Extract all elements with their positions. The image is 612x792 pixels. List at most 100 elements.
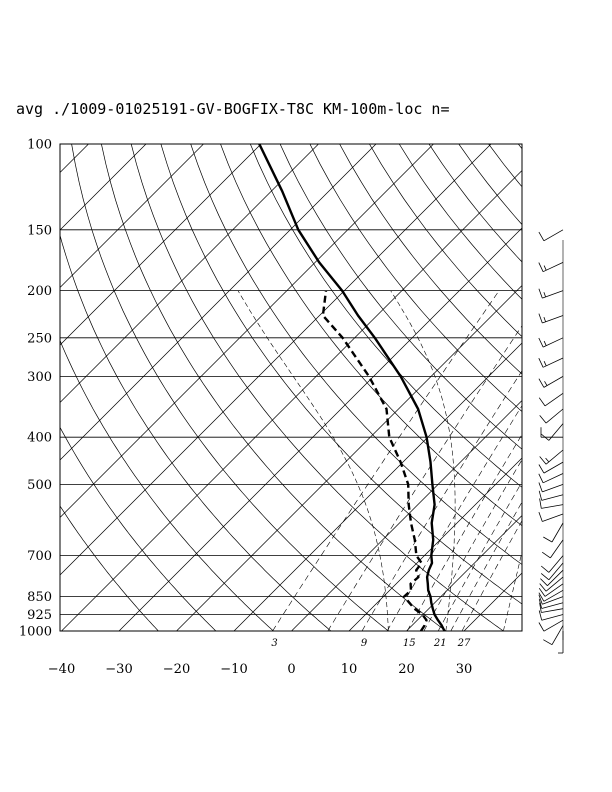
wind-barb-staff xyxy=(548,423,564,441)
wind-barb-full-flag xyxy=(538,231,545,241)
wind-barb-full-flag xyxy=(541,551,551,559)
isotherm-line xyxy=(406,515,522,631)
wind-barb-full-flag xyxy=(539,583,547,592)
wind-barb-staff xyxy=(541,608,564,613)
wind-barb-half-flag xyxy=(543,292,546,298)
wind-barb-staff xyxy=(542,357,564,368)
dry-adiabat-line xyxy=(160,144,522,605)
wind-barb xyxy=(539,602,564,613)
wind-barb xyxy=(539,408,564,424)
wind-barb xyxy=(540,569,564,586)
wind-barb xyxy=(538,589,564,602)
moist-adiabat-line xyxy=(561,291,612,631)
temperature-tick-label: 20 xyxy=(398,662,415,677)
wind-barb xyxy=(540,427,563,438)
plot-frame xyxy=(59,143,523,632)
dry-adiabat-line xyxy=(608,144,612,641)
wind-barb-staff xyxy=(541,504,564,509)
wind-barb-staff xyxy=(542,262,564,273)
wind-barb-full-flag xyxy=(538,622,545,632)
wind-barb xyxy=(538,288,564,299)
dry-adiabat-line xyxy=(279,144,522,450)
wind-barb-full-flag xyxy=(539,415,547,424)
dry-adiabat-line xyxy=(101,144,447,631)
wind-barb-staff xyxy=(544,583,564,597)
wind-barb xyxy=(540,555,564,573)
mixing-ratio-line xyxy=(361,370,522,631)
wind-barb-full-flag xyxy=(538,473,544,483)
pressure-tick-label: 300 xyxy=(27,370,52,385)
wind-barb-full-flag xyxy=(538,594,543,605)
pressure-tick-label: 200 xyxy=(27,284,52,299)
wind-barb-staff xyxy=(542,290,564,299)
mixing-ratio-label: 15 xyxy=(403,638,416,649)
dry-adiabat-line xyxy=(428,144,522,263)
dry-adiabat-line xyxy=(488,144,522,188)
wind-barb-full-flag xyxy=(538,464,545,474)
wind-barb-staff xyxy=(541,494,564,501)
dewpoint-profile-line xyxy=(321,290,428,631)
diagram-background-lines xyxy=(60,144,612,641)
wind-barb xyxy=(538,229,564,242)
wind-barb-staff xyxy=(544,392,564,407)
chart-title: avg ./1009-01025191-GV-BOGFIX-T8C KM-100… xyxy=(16,100,449,118)
dry-adiabat-line xyxy=(369,144,522,338)
moist-adiabat-line xyxy=(237,290,389,631)
wind-barb xyxy=(538,473,564,484)
wind-barb-staff xyxy=(542,315,564,324)
wind-barb xyxy=(538,357,564,368)
temperature-profile-line xyxy=(258,144,446,631)
wind-barb xyxy=(543,625,564,646)
wind-barb-full-flag xyxy=(538,358,544,368)
mixing-ratio-line xyxy=(461,520,522,631)
dry-adiabat-line xyxy=(458,144,522,226)
wind-barb-full-flag xyxy=(538,262,544,272)
wind-barb xyxy=(538,482,564,493)
wind-barb-staff xyxy=(543,376,564,388)
isotherm-line xyxy=(60,144,262,346)
wind-barb-full-flag xyxy=(540,578,548,586)
temperature-tick-label: −20 xyxy=(163,662,190,677)
wind-barb-full-flag xyxy=(538,397,546,407)
wind-barb-staff xyxy=(547,569,564,586)
mixing-ratio-line xyxy=(272,290,500,631)
mixing-ratio-line xyxy=(406,434,522,631)
wind-barb-full-flag xyxy=(538,337,544,348)
wind-barb xyxy=(540,562,564,581)
dry-adiabat-line xyxy=(60,426,217,631)
dry-adiabat-line xyxy=(60,339,274,631)
temperature-tick-label: −30 xyxy=(105,662,132,677)
wind-barb xyxy=(538,490,564,501)
dry-adiabat-line xyxy=(339,144,522,375)
wind-barb xyxy=(538,262,564,273)
dry-adiabat-line xyxy=(60,505,159,631)
dry-adiabat-line xyxy=(71,144,389,631)
dry-adiabat-line xyxy=(548,144,612,641)
wind-barb xyxy=(538,392,564,407)
dry-adiabat-line xyxy=(60,233,332,631)
isotherm-line xyxy=(60,144,147,231)
wind-barb-full-flag xyxy=(538,482,543,493)
wind-barb-full-flag xyxy=(543,639,553,646)
wind-barb xyxy=(538,313,564,324)
mixing-ratio-label: 27 xyxy=(457,638,471,649)
wind-barb-staff xyxy=(542,513,564,522)
pressure-tick-label: 400 xyxy=(27,431,52,446)
wind-barb-staff xyxy=(543,229,564,242)
mixing-ratio-line xyxy=(437,481,522,631)
wind-barb-full-flag xyxy=(538,490,543,501)
wind-barb xyxy=(538,594,564,605)
temperature-tick-label: 30 xyxy=(456,662,473,677)
pressure-tick-label: 1000 xyxy=(19,625,52,640)
wind-barb-full-flag xyxy=(538,598,543,609)
isotherm-line xyxy=(579,144,612,631)
wind-barb xyxy=(539,449,564,465)
wind-barb xyxy=(538,511,564,522)
wind-barb-staff xyxy=(542,484,564,493)
wind-barb xyxy=(539,576,564,592)
isotherm-line xyxy=(176,285,522,631)
mixing-ratio-label: 21 xyxy=(433,638,447,649)
wind-barb-staff xyxy=(548,555,564,573)
wind-barb-staff xyxy=(542,473,564,484)
